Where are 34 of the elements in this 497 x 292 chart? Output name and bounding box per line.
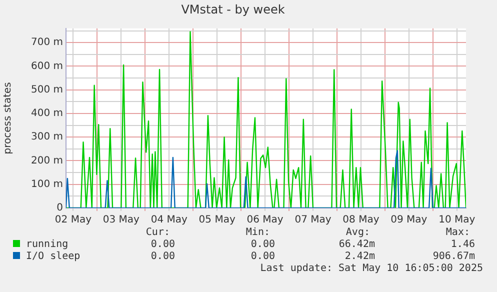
- x-tick-label: 08 May: [342, 214, 380, 226]
- x-tick-label: 02 May: [54, 214, 92, 226]
- x-tick-label: 10 May: [438, 214, 476, 226]
- text: Avg:: [346, 227, 370, 239]
- y-tick-label: 200 m: [30, 155, 63, 166]
- text: 0.00: [250, 251, 275, 263]
- text: 906.67m: [432, 251, 475, 263]
- y-tick-label: 700 m: [30, 37, 63, 48]
- text: Cur:: [146, 227, 170, 239]
- x-tick-label: 05 May: [198, 214, 236, 226]
- x-tick-label: 09 May: [390, 214, 428, 226]
- x-tick-label: 07 May: [294, 214, 332, 226]
- x-tick-label: 03 May: [102, 214, 140, 226]
- y-tick-label: 500 m: [30, 84, 63, 96]
- y-tick-label: 100 m: [30, 178, 63, 190]
- y-tick-label: 300 m: [30, 132, 63, 143]
- y-tick-label: 600 m: [30, 60, 63, 72]
- text: 0.00: [250, 239, 275, 251]
- y-tick-label: 400 m: [30, 108, 63, 120]
- y-axis-title: process states: [2, 82, 14, 154]
- legend-label: I/O sleep: [25, 251, 80, 263]
- chart-title: VMstat - by week: [181, 2, 285, 16]
- text: Max:: [446, 227, 470, 239]
- text: 0.00: [150, 239, 175, 251]
- x-tick-label: 04 May: [150, 214, 188, 226]
- y-tick-label: 0: [56, 202, 63, 214]
- text: 2.42m: [344, 251, 375, 263]
- text: 0.00: [150, 251, 175, 263]
- text: 1.46: [450, 239, 475, 251]
- text: Last update: Sat May 10 16:05:00 2025: [260, 263, 483, 275]
- x-tick-label: 06 May: [246, 214, 284, 226]
- text: 66.42m: [338, 239, 375, 251]
- text: Min:: [246, 227, 270, 239]
- legend-label: running: [25, 239, 68, 251]
